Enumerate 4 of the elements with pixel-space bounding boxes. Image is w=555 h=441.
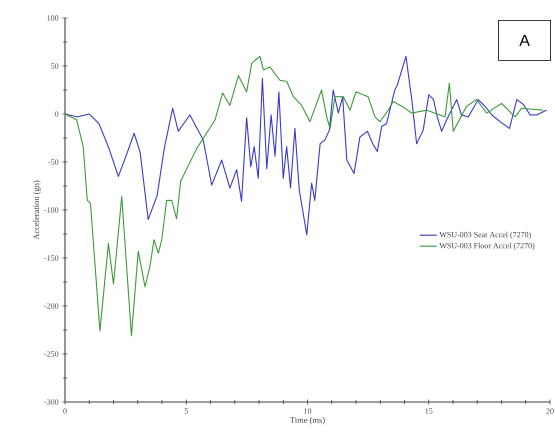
line-series <box>65 56 544 336</box>
x-axis-title: Time (ms) <box>290 416 325 425</box>
annotation: A <box>519 34 530 46</box>
y-axis-title: Acceleration (gn) <box>33 180 41 240</box>
